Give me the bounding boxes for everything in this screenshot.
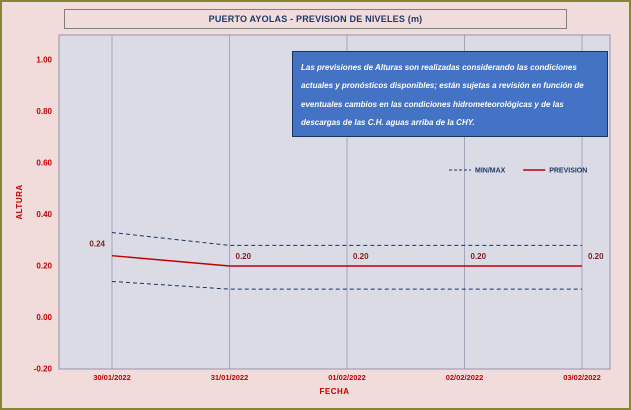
- y-tick-label: 0.40: [36, 210, 52, 219]
- x-tick-label: 30/01/2022: [93, 373, 131, 382]
- x-tick-label: 02/02/2022: [446, 373, 484, 382]
- series-max: [111, 232, 582, 246]
- legend-label: PREVISION: [549, 168, 587, 175]
- legend-label: MIN/MAX: [475, 168, 506, 175]
- data-label: 0.24: [89, 240, 105, 249]
- data-label: 0.20: [588, 252, 604, 261]
- x-axis-title: FECHA: [319, 387, 349, 396]
- y-tick-label: 0.80: [36, 107, 52, 116]
- data-label: 0.20: [353, 252, 369, 261]
- x-tick-label: 31/01/2022: [211, 373, 249, 382]
- y-tick-label: 0.20: [36, 262, 52, 271]
- series-prevision: [111, 255, 582, 267]
- x-tick-label: 01/02/2022: [328, 373, 366, 382]
- x-tick-label: 03/02/2022: [563, 373, 601, 382]
- y-tick-label: 1.00: [36, 56, 52, 65]
- y-tick-label: -0.20: [34, 365, 53, 374]
- chart-title: PUERTO AYOLAS - PREVISION DE NIVELES (m): [208, 14, 423, 24]
- chart-title-box: PUERTO AYOLAS - PREVISION DE NIVELES (m): [64, 9, 567, 29]
- series-min: [111, 280, 582, 290]
- y-axis-title: ALTURA: [15, 184, 24, 219]
- data-label: 0.20: [471, 252, 487, 261]
- data-label: 0.20: [236, 252, 252, 261]
- annotation-box: Las previsiones de Alturas son realizada…: [292, 51, 608, 137]
- y-tick-label: 0.60: [36, 159, 52, 168]
- y-tick-label: 0.00: [36, 313, 52, 322]
- annotation-text: Las previsiones de Alturas son realizada…: [301, 63, 584, 128]
